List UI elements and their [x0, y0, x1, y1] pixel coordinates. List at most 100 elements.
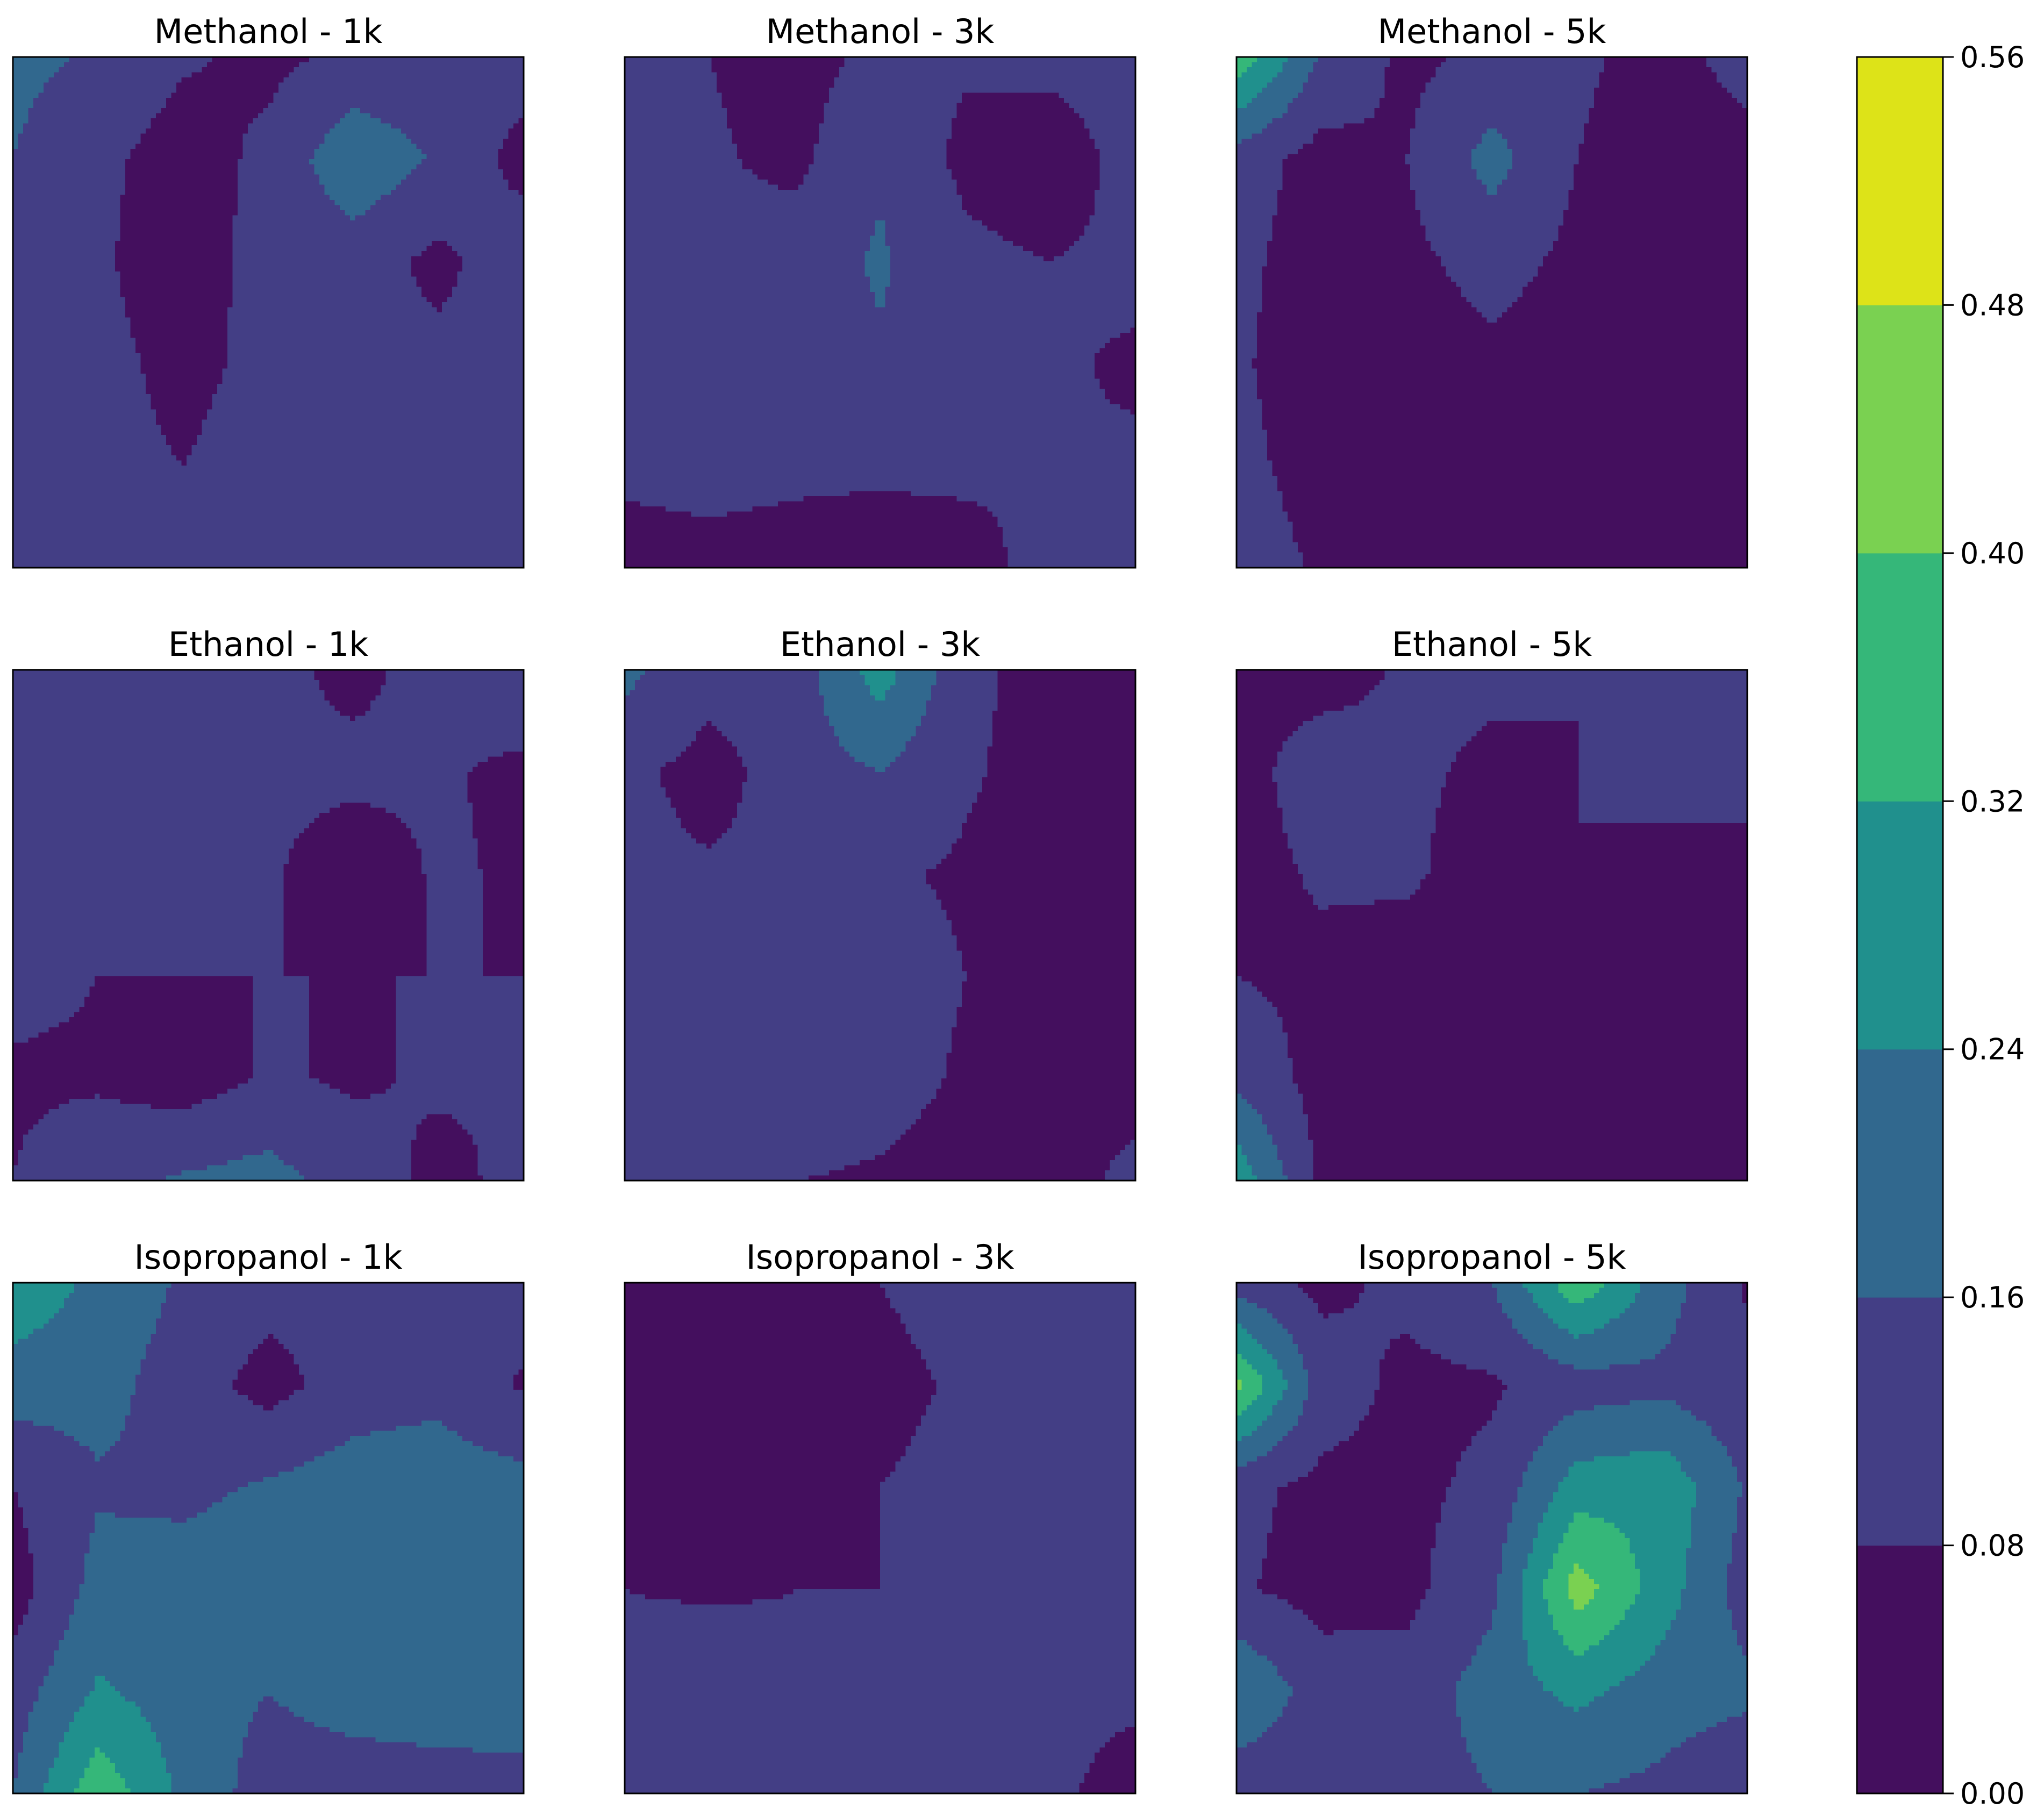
contour-band: [1686, 1288, 1743, 1293]
contour-band: [1237, 1502, 1278, 1508]
contour-band: [625, 818, 682, 824]
contour-band: [426, 920, 483, 926]
contour-band: [952, 1042, 1136, 1048]
contour-band: [1237, 762, 1278, 768]
contour-band: [1737, 1518, 1748, 1524]
contour-band: [1237, 1313, 1273, 1319]
contour-band: [1282, 1369, 1309, 1375]
contour-band: [1405, 154, 1472, 160]
contour-band: [473, 1140, 524, 1146]
contour-band: [232, 235, 524, 241]
contour-band: [625, 88, 717, 94]
contour-band: [1640, 1584, 1686, 1590]
contour-band: [1553, 1625, 1615, 1631]
contour-band: [294, 1712, 524, 1718]
contour-band: [962, 92, 1060, 98]
contour-band: [13, 950, 284, 956]
contour-band: [238, 1369, 299, 1375]
contour-band: [625, 1471, 891, 1477]
contour-band: [1681, 1405, 1748, 1411]
contour-band: [105, 1753, 162, 1758]
contour-band: [1732, 1461, 1748, 1467]
contour-band: [1497, 1584, 1523, 1590]
contour-band: [1237, 113, 1283, 119]
contour-band: [931, 690, 998, 696]
contour-band: [1686, 1558, 1733, 1564]
contour-band: [1471, 1655, 1528, 1661]
contour-band: [421, 251, 458, 257]
contour-band: [1640, 1665, 1748, 1671]
contour-band: [238, 1768, 524, 1774]
contour-band: [834, 82, 1136, 88]
contour-band: [18, 1150, 264, 1156]
contour-band: [1288, 1599, 1421, 1605]
contour-band: [125, 1783, 172, 1789]
contour-band: [1681, 1303, 1748, 1309]
contour-band: [625, 1502, 881, 1508]
contour-band: [1461, 287, 1523, 292]
contour-band: [1125, 1145, 1136, 1150]
contour-band: [1237, 685, 1375, 691]
contour-band: [477, 762, 524, 768]
contour-band: [660, 777, 748, 783]
contour-band: [1237, 537, 1293, 543]
contour-band: [416, 1129, 468, 1135]
contour-band: [1589, 113, 1748, 119]
contour-band: [997, 670, 1136, 676]
contour-band: [1308, 1119, 1748, 1125]
contour-band: [13, 1042, 254, 1048]
contour-band: [1237, 98, 1253, 104]
contour-band: [1308, 1134, 1748, 1140]
contour-band: [1523, 287, 1748, 292]
contour-band: [1681, 1467, 1738, 1472]
contour-band: [309, 1063, 397, 1069]
contour-band: [33, 1594, 80, 1600]
contour-band: [1742, 1712, 1748, 1718]
contour-band: [1543, 261, 1748, 267]
contour-band: [44, 1788, 75, 1794]
contour-band: [13, 1543, 29, 1549]
contour-band: [1584, 1604, 1631, 1610]
contour-band: [1237, 1737, 1257, 1743]
contour-band: [1604, 1283, 1641, 1289]
contour-band: [1303, 1364, 1380, 1370]
contour-band: [1237, 925, 1748, 931]
contour-band: [625, 1753, 1095, 1758]
contour-band: [625, 1073, 947, 1079]
contour-band: [625, 1012, 957, 1018]
contour-band: [666, 792, 743, 798]
contour-band: [625, 276, 870, 282]
contour-band: [829, 92, 962, 98]
contour-band: [498, 154, 524, 160]
contour-band: [13, 1134, 24, 1140]
contour-band: [13, 271, 121, 277]
contour-band: [936, 889, 1136, 895]
contour-band: [1267, 246, 1431, 252]
contour-band: [202, 430, 524, 435]
contour-band: [870, 241, 886, 247]
contour-band: [711, 57, 845, 63]
contour-band: [115, 251, 233, 257]
contour-band: [778, 501, 978, 507]
contour-band: [48, 1318, 156, 1324]
contour-band: [625, 930, 952, 936]
contour-band: [13, 1630, 19, 1636]
contour-band: [982, 787, 1136, 793]
contour-band: [844, 746, 906, 752]
contour-band: [625, 1390, 937, 1396]
contour-band: [1272, 1313, 1324, 1319]
contour-band: [1262, 307, 1477, 313]
contour-band: [1237, 777, 1273, 783]
contour-band: [905, 1324, 1136, 1329]
contour-band: [962, 966, 1136, 972]
contour-band: [824, 118, 952, 124]
contour-band: [625, 287, 870, 292]
contour-band: [732, 741, 840, 747]
contour-band: [1563, 220, 1748, 226]
contour-band: [314, 169, 412, 175]
contour-band: [1292, 532, 1748, 538]
contour-band: [625, 532, 1003, 538]
contour-band: [1625, 1308, 1682, 1314]
contour-band: [1410, 169, 1477, 175]
contour-band: [13, 1124, 34, 1130]
